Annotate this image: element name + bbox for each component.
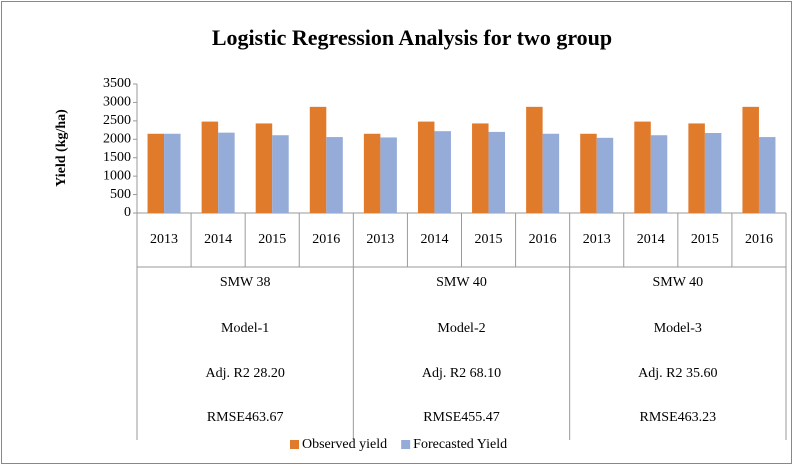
x-tick-label: 2015 (475, 232, 503, 247)
bar (201, 121, 219, 213)
bar (526, 106, 543, 213)
x-tick-label: 2015 (258, 232, 286, 247)
group-label: Adj. R2 28.20 (205, 366, 284, 381)
group-label: Model-1 (221, 321, 269, 336)
y-tick-label: 2500 (103, 113, 131, 128)
bar (472, 123, 489, 213)
group-label: RMSE455.47 (423, 410, 500, 425)
x-tick-label: 2013 (583, 232, 611, 247)
bar (309, 106, 327, 213)
y-tick-label: 0 (124, 205, 131, 220)
legend-swatch (290, 440, 299, 449)
bar (272, 135, 289, 213)
x-tick-label: 2016 (312, 232, 340, 247)
group-label: Model-2 (437, 321, 485, 336)
group-label: RMSE463.23 (640, 410, 717, 425)
group-label: SMW 38 (220, 275, 271, 290)
bar (255, 123, 273, 213)
bar (542, 133, 560, 213)
legend-swatch (401, 440, 411, 449)
y-tick-label: 2000 (103, 132, 131, 147)
group-label: Adj. R2 68.10 (422, 366, 501, 381)
x-tick-label: 2014 (204, 232, 232, 247)
bar (650, 135, 668, 213)
group-label: Model-3 (654, 321, 702, 336)
bar (363, 133, 381, 213)
y-tick-label: 500 (110, 187, 131, 202)
y-tick-label: 3000 (103, 95, 131, 110)
bar (580, 133, 597, 213)
bar (434, 131, 451, 213)
bar (417, 121, 435, 213)
bar (326, 137, 343, 213)
bar (758, 137, 776, 213)
bar (218, 132, 235, 213)
x-tick-label: 2013 (150, 232, 178, 247)
bar (688, 123, 705, 213)
x-tick-label: 2016 (529, 232, 557, 247)
y-tick-label: 3500 (103, 76, 131, 91)
chart-title: Logistic Regression Analysis for two gro… (212, 25, 612, 50)
bar (596, 137, 614, 213)
group-label: RMSE463.67 (207, 410, 284, 425)
bar (704, 133, 722, 213)
legend-label: Observed yield (302, 437, 387, 452)
y-axis-label: Yield (kg/ha) (54, 109, 69, 187)
bar (634, 121, 651, 213)
bar (147, 133, 165, 213)
bar (742, 106, 759, 213)
x-tick-label: 2014 (420, 232, 448, 247)
x-tick-label: 2015 (691, 232, 719, 247)
bar (380, 137, 397, 213)
y-tick-label: 1000 (103, 168, 131, 183)
group-label: SMW 40 (436, 275, 487, 290)
x-tick-label: 2014 (637, 232, 665, 247)
legend-label: Forecasted Yield (413, 437, 507, 452)
bar (164, 133, 181, 213)
x-tick-label: 2016 (745, 232, 773, 247)
y-tick-label: 1500 (103, 150, 131, 165)
bar (488, 131, 506, 213)
group-label: Adj. R2 35.60 (638, 366, 717, 381)
group-label: SMW 40 (652, 275, 703, 290)
x-tick-label: 2013 (366, 232, 394, 247)
